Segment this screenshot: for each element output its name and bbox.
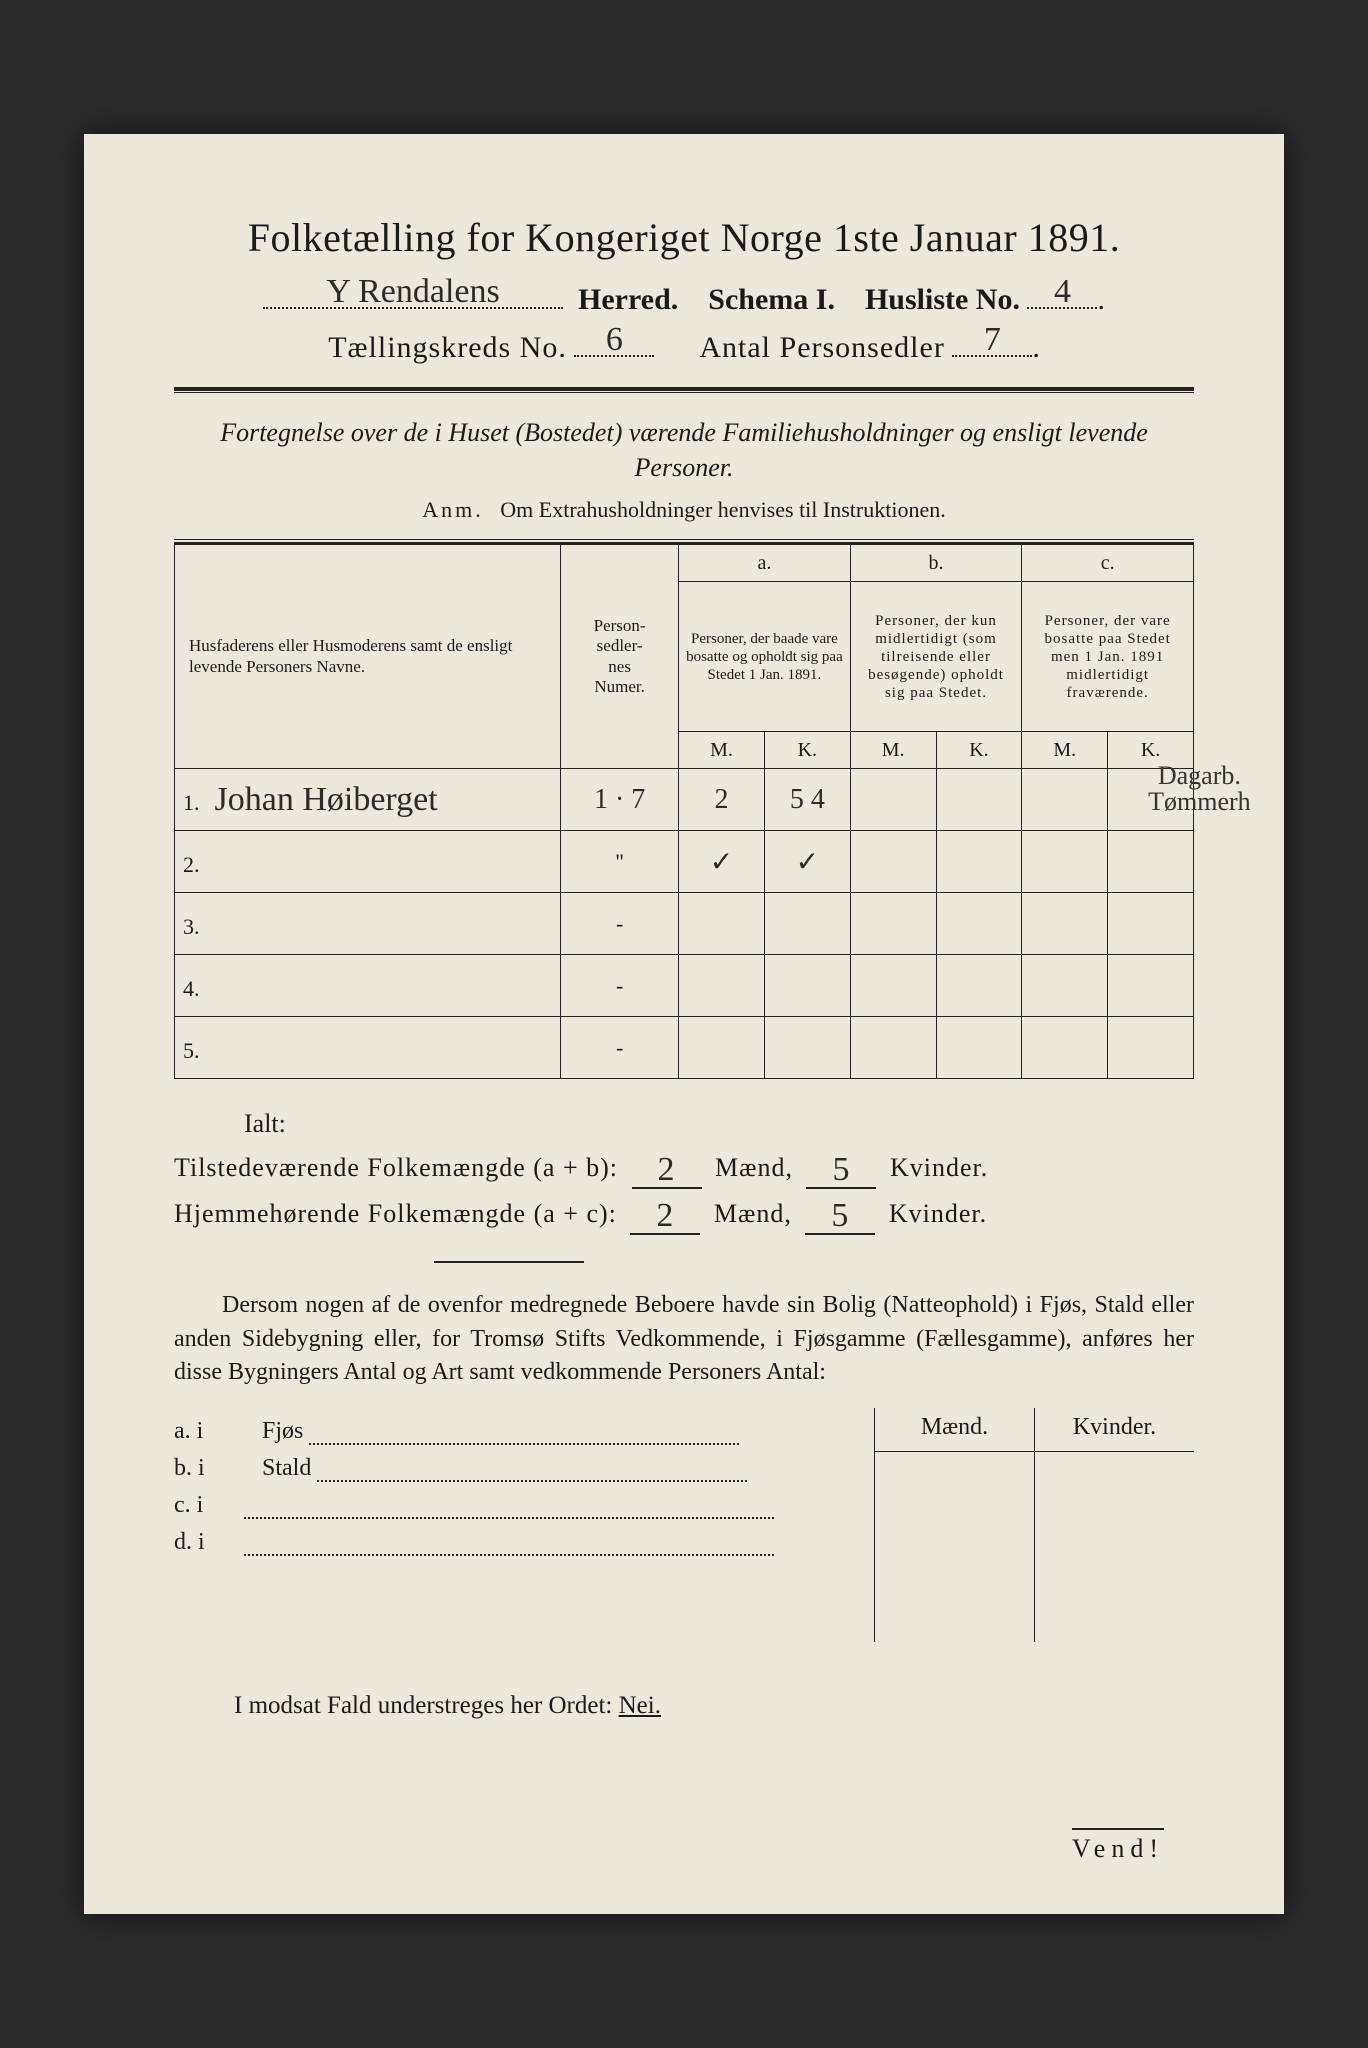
maend-label2: Mænd,	[714, 1199, 792, 1228]
th-c-text: Personer, der vare bosatte paa Stedet me…	[1022, 582, 1194, 732]
vend-label: Vend!	[1072, 1828, 1164, 1864]
lower-grid: a. i Fjøs b. i Stald c. i d. i Mænd. Kvin…	[174, 1408, 1194, 1642]
antal-label: Antal Personsedler	[699, 331, 944, 364]
sum-line-1: Tilstedeværende Folkemængde (a + b): 2 M…	[174, 1153, 1194, 1185]
th-a: a.	[679, 545, 851, 582]
table-row: 4. -	[175, 955, 1194, 1017]
lower-kvinder-header: Kvinder.	[1035, 1408, 1194, 1451]
lower-kvinder-col	[1035, 1452, 1194, 1642]
kreds-label: Tællingskreds No.	[328, 331, 567, 364]
schema-label: Schema I.	[708, 283, 835, 316]
page-title: Folketælling for Kongeriget Norge 1ste J…	[174, 214, 1194, 261]
lower-row: c. i	[174, 1492, 864, 1519]
lower-left: a. i Fjøs b. i Stald c. i d. i	[174, 1408, 874, 1642]
husliste-label: Husliste No.	[865, 283, 1020, 316]
th-a-text: Personer, der baade vare bosatte og opho…	[679, 582, 851, 732]
th-c-m: M.	[1022, 732, 1108, 769]
herred-label: Herred.	[578, 283, 678, 316]
paragraph-bolig: Dersom nogen af de ovenfor medregnede Be…	[174, 1289, 1194, 1390]
lower-maend-header: Mænd.	[875, 1408, 1035, 1451]
husliste-handwritten: 4	[1027, 273, 1097, 311]
anm-prefix: Anm.	[422, 497, 484, 522]
th-a-k: K.	[764, 732, 850, 769]
table-row: 5. -	[175, 1017, 1194, 1079]
anm-text: Om Extrahusholdninger henvises til Instr…	[500, 497, 945, 522]
final-nei: Nei.	[619, 1692, 661, 1719]
sum2-m: 2	[656, 1197, 674, 1234]
ialt-label: Ialt:	[174, 1109, 1194, 1139]
th-b-k: K.	[936, 732, 1022, 769]
lower-maend-col	[875, 1452, 1035, 1642]
kreds-handwritten: 6	[574, 321, 654, 359]
sum1-m: 2	[658, 1151, 676, 1188]
kvinder-label: Kvinder.	[890, 1153, 988, 1182]
table-row: 2. ''✓✓	[175, 831, 1194, 893]
sum1-k: 5	[832, 1151, 850, 1188]
lower-row: a. i Fjøs	[174, 1418, 864, 1445]
final-pre: I modsat Fald understreges her Ordet:	[234, 1692, 619, 1719]
th-b-text: Personer, der kun midlertidigt (som tilr…	[850, 582, 1022, 732]
th-c: c.	[1022, 545, 1194, 582]
divider-thick	[174, 387, 1194, 393]
lower-right: Mænd. Kvinder.	[874, 1408, 1194, 1642]
maend-label: Mænd,	[715, 1153, 793, 1182]
th-b: b.	[850, 545, 1022, 582]
lower-row: d. i	[174, 1529, 864, 1556]
th-numer: Person- sedler- nes Numer.	[561, 545, 679, 769]
sum2-label: Hjemmehørende Folkemængde (a + c):	[174, 1199, 617, 1228]
census-form-page: Folketælling for Kongeriget Norge 1ste J…	[84, 134, 1284, 1914]
antal-handwritten: 7	[952, 321, 1032, 359]
main-table: Husfaderens eller Husmoderens samt de en…	[174, 544, 1194, 1079]
th-b-m: M.	[850, 732, 936, 769]
line-herred: Y Rendalens Herred. Schema I. Husliste N…	[174, 279, 1194, 317]
sum2-k: 5	[831, 1197, 849, 1234]
herred-handwritten: Y Rendalens	[263, 273, 563, 311]
final-line: I modsat Fald understreges her Ordet: Ne…	[174, 1692, 1194, 1720]
sum-line-2: Hjemmehørende Folkemængde (a + c): 2 Mæn…	[174, 1199, 1194, 1231]
lower-row: b. i Stald	[174, 1455, 864, 1482]
table-row: 1. Johan Høiberget1 · 725 4Dagarb. Tømme…	[175, 769, 1194, 831]
short-divider	[434, 1261, 584, 1263]
kvinder-label2: Kvinder.	[889, 1199, 987, 1228]
table-row: 3. -	[175, 893, 1194, 955]
th-a-m: M.	[679, 732, 765, 769]
subtitle: Fortegnelse over de i Huset (Bostedet) v…	[174, 415, 1194, 485]
th-name: Husfaderens eller Husmoderens samt de en…	[175, 545, 561, 769]
anm-line: Anm. Om Extrahusholdninger henvises til …	[174, 497, 1194, 523]
sum1-label: Tilstedeværende Folkemængde (a + b):	[174, 1153, 618, 1182]
line-kreds: Tællingskreds No. 6 Antal Personsedler 7…	[174, 327, 1194, 365]
